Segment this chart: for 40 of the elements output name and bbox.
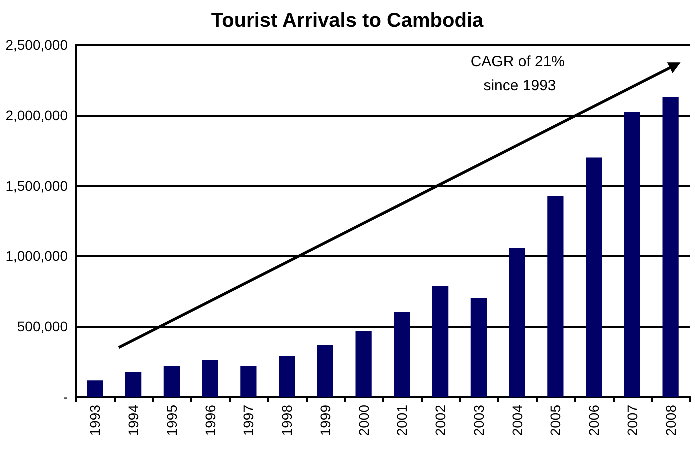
x-tick-label: 2008 bbox=[662, 404, 679, 436]
x-tick-label: 1996 bbox=[202, 404, 218, 436]
x-tick-label: 1999 bbox=[317, 404, 334, 436]
bar bbox=[126, 372, 142, 397]
x-tick-label: 2005 bbox=[548, 404, 564, 436]
bar bbox=[470, 298, 487, 397]
x-tick-label: 2003 bbox=[470, 404, 487, 436]
bar bbox=[240, 366, 257, 397]
bar bbox=[317, 345, 334, 397]
x-tick-label: 1997 bbox=[240, 404, 257, 436]
x-tick-label: 1994 bbox=[126, 404, 142, 436]
bar bbox=[586, 158, 602, 397]
bar bbox=[87, 380, 104, 397]
x-tick-label: 1998 bbox=[279, 404, 296, 436]
y-tick-label: - bbox=[63, 389, 68, 405]
x-tick-label: 1993 bbox=[87, 404, 104, 436]
bar bbox=[356, 330, 372, 397]
bar bbox=[432, 286, 449, 397]
y-tick-label: 1,500,000 bbox=[6, 178, 68, 194]
annotation: CAGR of 21% since 1993 bbox=[470, 54, 570, 94]
chart-title: Tourist Arrivals to Cambodia bbox=[211, 10, 485, 32]
x-tick-label: 1995 bbox=[164, 404, 180, 436]
x-tick-label: 2004 bbox=[509, 404, 526, 436]
bar bbox=[394, 312, 410, 397]
bar bbox=[548, 196, 564, 397]
x-tick-label: 2006 bbox=[586, 404, 602, 436]
x-tick-label: 2000 bbox=[356, 404, 372, 436]
bar bbox=[662, 97, 679, 397]
x-tick-label: 2007 bbox=[624, 404, 640, 436]
bar bbox=[509, 248, 526, 397]
y-tick-label: 500,000 bbox=[17, 318, 68, 335]
x-tick-label: 2001 bbox=[394, 404, 410, 436]
x-tick-label: 2002 bbox=[432, 404, 449, 436]
y-tick-label: 2,000,000 bbox=[6, 107, 68, 124]
bar bbox=[624, 112, 640, 397]
bar bbox=[279, 356, 296, 397]
bar bbox=[164, 366, 180, 397]
y-tick-label: 1,000,000 bbox=[6, 248, 68, 264]
bar bbox=[202, 360, 218, 397]
y-tick-label: 2,500,000 bbox=[6, 37, 68, 53]
